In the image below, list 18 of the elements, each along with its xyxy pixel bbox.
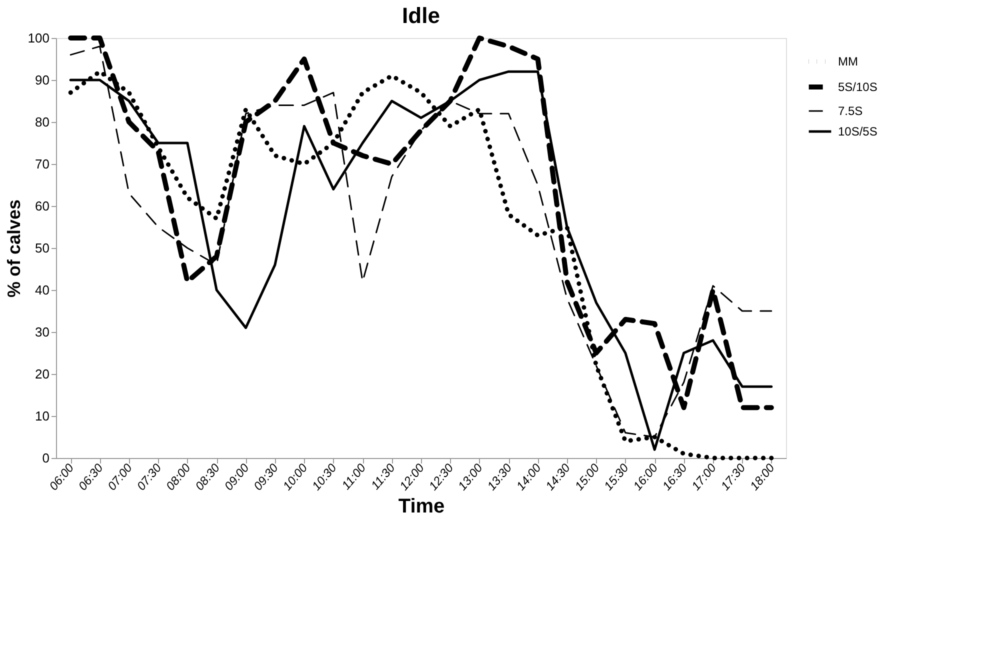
chart-title: Idle	[402, 3, 440, 28]
y-tick-label: 50	[35, 240, 50, 256]
legend-label: MM	[838, 54, 858, 68]
x-axis-title: Time	[398, 495, 445, 518]
y-tick-label: 20	[35, 366, 50, 382]
y-tick-label: 100	[28, 30, 50, 46]
legend-label: 7.5S	[838, 104, 863, 118]
y-tick-label: 70	[35, 156, 50, 172]
y-tick-label: 80	[35, 114, 50, 130]
y-tick-label: 0	[42, 450, 50, 466]
legend-label: 5S/10S	[838, 80, 878, 94]
y-axis-title: % of calves	[4, 199, 24, 298]
y-tick-label: 90	[35, 72, 50, 88]
legend-label: 10S/5S	[838, 124, 878, 138]
y-tick-label: 60	[35, 198, 50, 214]
y-tick-label: 10	[35, 408, 50, 424]
y-tick-label: 30	[35, 324, 50, 340]
y-tick-label: 40	[35, 282, 50, 298]
